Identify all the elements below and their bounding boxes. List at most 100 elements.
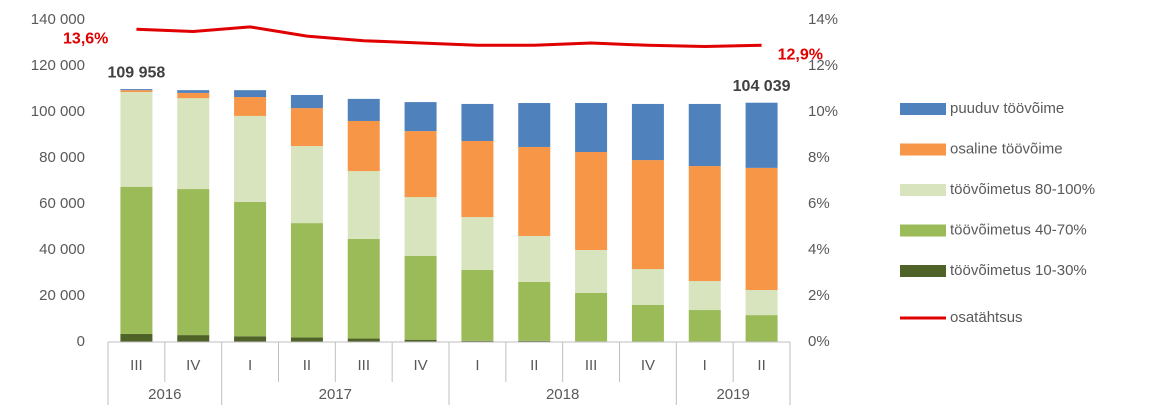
x-tick-label: I	[248, 357, 252, 374]
y-tick-label: 100 000	[31, 103, 85, 120]
x-tick-label: II	[530, 357, 538, 374]
bar-segment	[405, 256, 437, 340]
bar-segment	[575, 152, 607, 250]
x-tick-label: III	[585, 357, 598, 374]
bar-segment	[234, 202, 266, 336]
bar-segment	[234, 336, 266, 342]
total-label: 109 958	[107, 64, 165, 81]
bar-segment	[291, 337, 323, 342]
bar-segment	[746, 103, 778, 168]
bar-segment	[120, 187, 152, 334]
bar-segment	[405, 131, 437, 197]
x-tick-label: I	[475, 357, 479, 374]
line-value-label: 13,6%	[63, 30, 108, 47]
bar-segment	[234, 97, 266, 116]
bar-segment	[291, 95, 323, 108]
y-tick-label: 140 000	[31, 11, 85, 28]
legend-label: osaline töövõime	[950, 140, 1063, 157]
bar-segment	[177, 335, 209, 342]
bar-segment	[575, 293, 607, 341]
legend-label: töövõimetus 80-100%	[950, 181, 1095, 198]
x-tick-label: III	[130, 357, 143, 374]
bar-segment	[575, 103, 607, 152]
bar-segment	[291, 146, 323, 223]
x-tick-label: IV	[641, 357, 655, 374]
bar-segment	[348, 339, 380, 342]
y-tick-label: 80 000	[39, 149, 85, 166]
y-tick-label: 0	[77, 333, 85, 350]
legend-label: töövõimetus 10-30%	[950, 262, 1087, 279]
bar-segment	[689, 310, 721, 342]
bar-segment	[405, 102, 437, 131]
x-group-label: 2016	[148, 386, 181, 403]
bar-segment	[461, 270, 493, 341]
bar-segment	[518, 282, 550, 341]
y2-tick-label: 0%	[808, 333, 830, 350]
y2-tick-label: 2%	[808, 287, 830, 304]
bar-segment	[461, 217, 493, 270]
bar-segment	[632, 160, 664, 269]
bar-segment	[177, 98, 209, 189]
bar-segment	[518, 103, 550, 147]
y2-tick-label: 6%	[808, 195, 830, 212]
bar-segment	[234, 90, 266, 97]
bar-segment	[632, 305, 664, 342]
bar-segment	[291, 108, 323, 146]
bar-segment	[291, 223, 323, 337]
legend-swatch	[900, 144, 946, 156]
legend-label: puuduv töövõime	[950, 100, 1064, 117]
x-tick-label: I	[703, 357, 707, 374]
x-tick-label: IV	[413, 357, 427, 374]
y-tick-label: 60 000	[39, 195, 85, 212]
bar-segment	[120, 92, 152, 187]
y2-tick-label: 8%	[808, 149, 830, 166]
bar-segment	[177, 189, 209, 335]
y-tick-label: 20 000	[39, 287, 85, 304]
bar-segment	[518, 147, 550, 236]
line-value-label: 12,9%	[778, 47, 823, 64]
x-group-label: 2017	[319, 386, 352, 403]
x-group-label: 2018	[546, 386, 579, 403]
bar-segment	[177, 93, 209, 98]
y-tick-label: 40 000	[39, 241, 85, 258]
bar-segment	[120, 90, 152, 92]
legend-swatch	[900, 265, 946, 277]
bar-segment	[689, 166, 721, 281]
x-tick-label: III	[357, 357, 370, 374]
bar-segment	[348, 99, 380, 121]
y2-tick-label: 4%	[808, 241, 830, 258]
total-label: 104 039	[733, 78, 791, 95]
x-tick-label: II	[757, 357, 765, 374]
bar-segment	[575, 250, 607, 293]
bar-segment	[120, 334, 152, 342]
bar-segment	[120, 89, 152, 90]
bar-segment	[234, 116, 266, 202]
bar-segment	[461, 104, 493, 141]
bar-segment	[746, 168, 778, 290]
bar-segment	[348, 239, 380, 339]
x-tick-label: II	[303, 357, 311, 374]
bar-segment	[518, 236, 550, 282]
bar-segment	[348, 171, 380, 239]
bar-segment	[746, 315, 778, 341]
bar-segment	[689, 104, 721, 166]
bar-segment	[632, 269, 664, 305]
legend-swatch	[900, 103, 946, 115]
y-tick-label: 120 000	[31, 57, 85, 74]
legend-label: töövõimetus 40-70%	[950, 221, 1087, 238]
y2-tick-label: 10%	[808, 103, 838, 120]
bar-segment	[746, 290, 778, 315]
bar-segment	[348, 121, 380, 171]
y2-tick-label: 14%	[808, 11, 838, 28]
legend-label: osatähtsus	[950, 309, 1023, 326]
legend-swatch	[900, 184, 946, 196]
bar-segment	[461, 141, 493, 217]
bar-segment	[405, 197, 437, 256]
x-group-label: 2019	[716, 386, 749, 403]
x-tick-label: IV	[186, 357, 200, 374]
bar-segment	[177, 90, 209, 93]
bar-segment	[632, 104, 664, 160]
line-series	[136, 27, 761, 47]
legend-swatch	[900, 225, 946, 237]
